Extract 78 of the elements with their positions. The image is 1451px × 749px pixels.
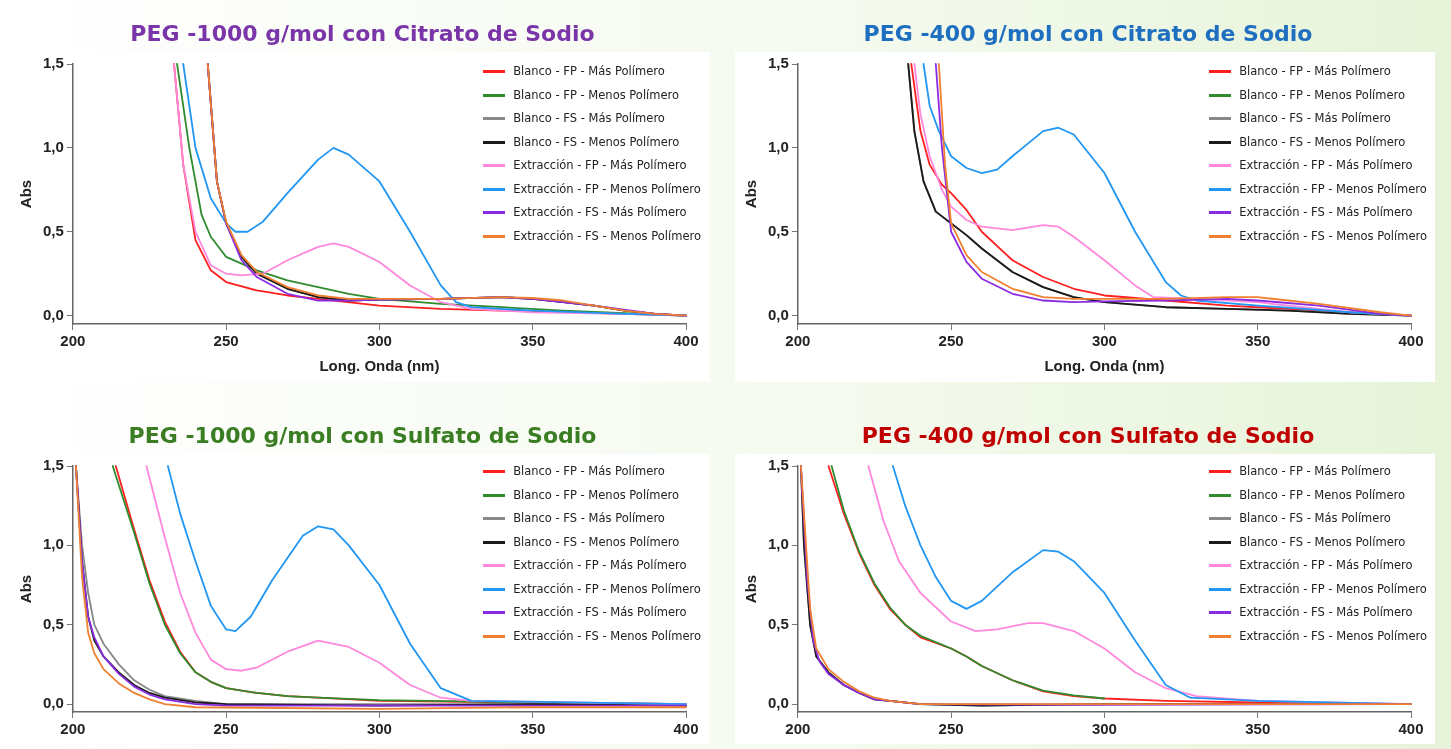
legend-label: Extracción - FP - Más Polímero	[513, 557, 687, 574]
legend-label: Blanco - FP - Más Polímero	[513, 463, 665, 480]
legend-label: Extracción - FS - Menos Polímero	[1239, 227, 1427, 245]
y-tick-label: 1,5	[767, 54, 789, 72]
legend-label: Extracción - FS - Menos Polímero	[513, 627, 701, 645]
x-tick-label: 400	[673, 332, 699, 350]
x-tick-label: 250	[213, 332, 239, 350]
y-tick-label: 1,0	[767, 138, 789, 156]
x-axis-title: Long. Onda (nm)	[319, 357, 440, 375]
y-tick-label: 0,0	[42, 305, 64, 323]
x-tick-label: 350	[1245, 332, 1271, 350]
y-tick-label: 0,0	[767, 694, 789, 712]
x-tick-label: 300	[366, 720, 392, 738]
x-tick-label: 200	[785, 332, 811, 350]
legend-label: Blanco - FP - Menos Polímero	[513, 486, 680, 504]
legend-label: Blanco - FS - Más Polímero	[1239, 510, 1391, 527]
legend-label: Blanco - FS - Menos Polímero	[1239, 133, 1406, 151]
x-tick-label: 350	[520, 720, 546, 738]
y-tick-label: 1,5	[42, 54, 64, 72]
legend-label: Extracción - FS - Más Polímero	[513, 204, 687, 221]
x-tick-label: 400	[1398, 720, 1424, 738]
legend-label: Blanco - FS - Menos Polímero	[513, 133, 680, 151]
legend-label: Blanco - FP - Más Polímero	[513, 63, 665, 80]
y-tick-label: 0,0	[42, 694, 64, 712]
legend-label: Blanco - FS - Menos Polímero	[1239, 533, 1406, 551]
y-tick-label: 0,5	[767, 614, 789, 632]
chart-title: PEG -400 g/mol con Sulfato de Sodio	[860, 422, 1316, 450]
legend-label: Blanco - FS - Más Polímero	[1239, 110, 1391, 127]
x-tick-label: 200	[785, 720, 811, 738]
y-tick-label: 0,0	[767, 305, 789, 323]
legend-label: Extracción - FS - Más Polímero	[513, 604, 687, 621]
y-tick-label: 0,5	[767, 221, 789, 239]
x-tick-label: 300	[1091, 332, 1117, 350]
x-tick-label: 200	[60, 332, 86, 350]
x-tick-label: 250	[213, 720, 239, 738]
y-axis-title: Abs	[17, 574, 35, 604]
y-tick-label: 1,0	[767, 535, 789, 553]
x-tick-label: 350	[1245, 720, 1271, 738]
y-tick-label: 1,0	[42, 138, 64, 156]
x-tick-label: 400	[673, 720, 699, 738]
y-tick-label: 0,5	[42, 221, 64, 239]
x-axis-title: Long. Onda (nm)	[1044, 357, 1165, 375]
y-axis-title: Abs	[17, 179, 35, 209]
legend-label: Extracción - FS - Menos Polímero	[1239, 627, 1427, 645]
chart-title: PEG -1000 g/mol con Sulfato de Sodio	[127, 422, 598, 450]
x-tick-label: 300	[366, 332, 392, 350]
legend-label: Blanco - FP - Más Polímero	[1239, 63, 1391, 80]
legend-label: Blanco - FP - Menos Polímero	[1239, 86, 1406, 104]
y-tick-label: 1,5	[42, 456, 64, 474]
legend-label: Blanco - FS - Menos Polímero	[513, 533, 680, 551]
legend-label: Blanco - FS - Más Polímero	[513, 510, 665, 527]
x-tick-label: 350	[520, 332, 546, 350]
x-tick-label: 400	[1398, 332, 1424, 350]
legend-label: Extracción - FP - Menos Polímero	[513, 580, 701, 598]
y-tick-label: 1,5	[767, 456, 789, 474]
chart-title: PEG -1000 g/mol con Citrato de Sodio	[129, 20, 596, 48]
legend-label: Blanco - FS - Más Polímero	[513, 110, 665, 127]
legend-label: Extracción - FP - Menos Polímero	[1239, 180, 1427, 198]
x-tick-label: 250	[938, 332, 964, 350]
legend-label: Extracción - FS - Menos Polímero	[513, 227, 701, 245]
legend-label: Blanco - FP - Menos Polímero	[1239, 486, 1406, 504]
legend-label: Blanco - FP - Más Polímero	[1239, 463, 1391, 480]
legend-label: Extracción - FS - Más Polímero	[1239, 604, 1413, 621]
legend-label: Blanco - FP - Menos Polímero	[513, 86, 680, 104]
legend-label: Extracción - FP - Menos Polímero	[513, 180, 701, 198]
chart-title: PEG -400 g/mol con Citrato de Sodio	[862, 20, 1314, 48]
legend-label: Extracción - FS - Más Polímero	[1239, 204, 1413, 221]
x-tick-label: 300	[1091, 720, 1117, 738]
legend-label: Extracción - FP - Menos Polímero	[1239, 580, 1427, 598]
x-tick-label: 200	[60, 720, 86, 738]
legend-label: Extracción - FP - Más Polímero	[1239, 557, 1413, 574]
y-tick-label: 1,0	[42, 535, 64, 553]
y-axis-title: Abs	[742, 574, 760, 604]
legend-label: Extracción - FP - Más Polímero	[513, 157, 687, 174]
y-tick-label: 0,5	[42, 614, 64, 632]
legend-label: Extracción - FP - Más Polímero	[1239, 157, 1413, 174]
y-axis-title: Abs	[742, 179, 760, 209]
x-tick-label: 250	[938, 720, 964, 738]
